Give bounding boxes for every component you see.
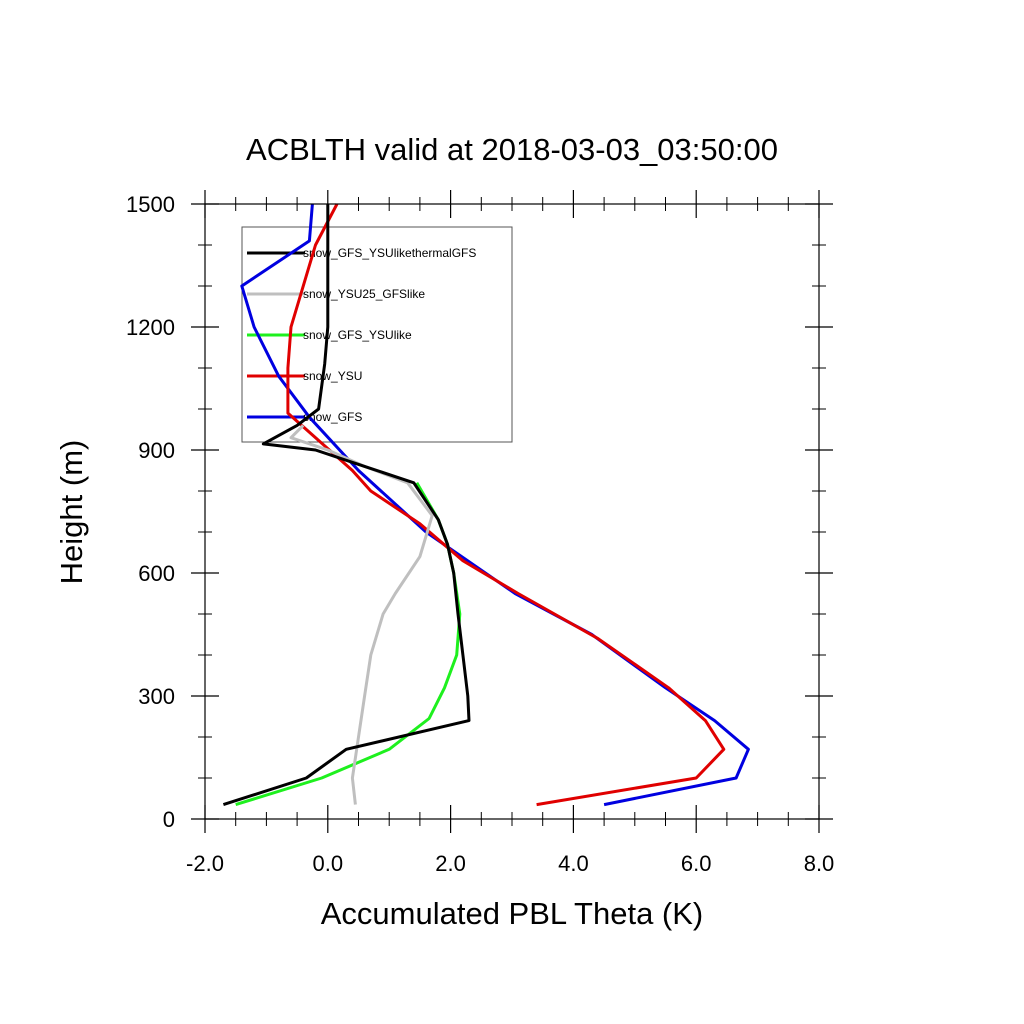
x-tick-label: 0.0 — [313, 851, 344, 876]
x-tick-label: 4.0 — [558, 851, 589, 876]
tick-labels: -2.0 0.0 2.0 4.0 6.0 8.0 0 300 600 900 1200 1500 — [126, 192, 834, 876]
x-tick-label: 6.0 — [681, 851, 712, 876]
series-lines — [222, 203, 750, 807]
x-tick-label: 2.0 — [435, 851, 466, 876]
y-tick-label: 0 — [163, 807, 175, 832]
y-tick-label: 1500 — [126, 192, 175, 217]
x-tick-label: 8.0 — [804, 851, 835, 876]
y-tick-label: 900 — [138, 438, 175, 463]
plot-frame — [204, 203, 820, 820]
x-axis-label: Accumulated PBL Theta (K) — [321, 896, 704, 931]
y-axis-label: Height (m) — [54, 440, 89, 585]
y-tick-label: 1200 — [126, 315, 175, 340]
legend-label: snow_GFS_YSUlikethermalGFS — [303, 246, 476, 260]
y-tick-label: 600 — [138, 561, 175, 586]
series-line — [289, 424, 434, 805]
series-line — [222, 204, 471, 807]
y-tick-label: 300 — [138, 684, 175, 709]
chart-title: ACBLTH valid at 2018-03-03_03:50:00 — [246, 132, 778, 167]
legend-label: snow_GFS — [303, 410, 362, 424]
legend-items: snow_GFS_YSUlikethermalGFS snow_YSU25_GFS… — [247, 246, 476, 424]
legend-label: snow_YSU — [303, 369, 362, 383]
x-tick-label: -2.0 — [186, 851, 224, 876]
legend-label: snow_GFS_YSUlike — [303, 328, 412, 342]
series-line — [286, 203, 726, 807]
legend-label: snow_YSU25_GFSlike — [303, 287, 425, 301]
